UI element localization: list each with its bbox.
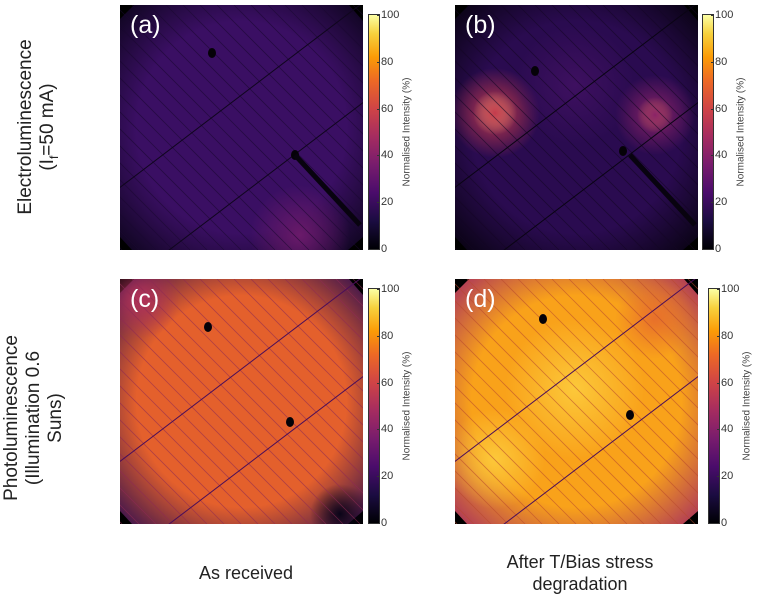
colorbar-label: Normalised Intensity (%): [741, 351, 753, 461]
panel-label: (d): [465, 285, 496, 313]
colorbar-tick-label: 20: [376, 196, 394, 209]
colorbar-tick-label: 60: [376, 102, 394, 115]
column-label-after-stress: After T/Bias stress degradation: [507, 551, 654, 595]
colorbar-tick-label: 20: [376, 470, 394, 483]
colorbar-tick-label: 80: [376, 55, 394, 68]
colorbar-tick-label: 0: [710, 243, 722, 255]
colorbar-tick-label: 80: [710, 55, 728, 68]
colorbar-tick-label: 100: [710, 9, 734, 21]
colorbar-tick-label: 80: [716, 329, 734, 342]
colorbar-tick-label: 100: [376, 283, 400, 295]
luminescence-map: [455, 5, 698, 250]
row-label-electroluminescence: Electroluminescence (If=50 mA): [15, 39, 65, 214]
row-label-photoluminescence: Photoluminescence (Illumination 0.6 Suns…: [1, 335, 67, 501]
colorbar-tick-label: 60: [710, 102, 728, 115]
colorbar-tick-label: 20: [710, 196, 728, 209]
colorbar-c: 0 20 40 60 80 100 Normalised Intensity (%): [368, 283, 413, 529]
row-label-line: (Illumination 0.6: [23, 350, 44, 486]
colorbar-label: Normalised Intensity (%): [735, 77, 747, 187]
colorbar-tick-label: 20: [716, 470, 734, 483]
column-label-line: degradation: [532, 574, 628, 594]
colorbar-b: 0 20 40 60 80 100 Normalised Intensity (%): [702, 9, 747, 255]
colorbar-a: 0 20 40 60 80 100 Normalised Intensity (%): [368, 9, 413, 255]
colorbar-tick-label: 80: [376, 329, 394, 342]
panel-c-image: (c): [120, 279, 363, 524]
luminescence-map: [120, 279, 363, 524]
colorbar-tick-label: 0: [376, 243, 388, 255]
colorbar-tick-label: 40: [376, 149, 394, 162]
column-label-line: After T/Bias stress: [506, 552, 654, 572]
row-label-line: Electroluminescence: [15, 39, 37, 215]
luminescence-map: [120, 5, 363, 250]
panel-a-image: (a): [120, 5, 363, 250]
colorbar-tick-label: 0: [716, 517, 728, 529]
colorbar-tick-label: 40: [710, 149, 728, 162]
row-label-line: Photoluminescence: [1, 335, 22, 501]
colorbar-d: 0 20 40 60 80 100 Normalised Intensity (%): [708, 283, 753, 529]
colorbar-label: Normalised Intensity (%): [401, 77, 413, 187]
colorbar-label: Normalised Intensity (%): [401, 351, 413, 461]
row-label-line: (If=50 mA): [37, 83, 61, 171]
colorbar-tick-label: 40: [376, 423, 394, 436]
colorbar-tick-label: 60: [716, 376, 734, 389]
panel-b-image: (b): [455, 5, 698, 250]
colorbar-tick-label: 60: [376, 376, 394, 389]
panel-label: (c): [130, 285, 160, 313]
colorbar-tick-label: 100: [716, 283, 740, 295]
column-label-as-received: As received: [198, 563, 294, 583]
row-label-line: Suns): [45, 393, 66, 443]
colorbar-tick-label: 40: [716, 423, 734, 436]
luminescence-map: [455, 279, 698, 524]
colorbar-tick-label: 0: [376, 517, 388, 529]
panel-d-image: (d): [455, 279, 698, 524]
panel-label: (a): [130, 11, 161, 39]
colorbar-tick-label: 100: [376, 9, 400, 21]
panel-label: (b): [465, 11, 496, 39]
